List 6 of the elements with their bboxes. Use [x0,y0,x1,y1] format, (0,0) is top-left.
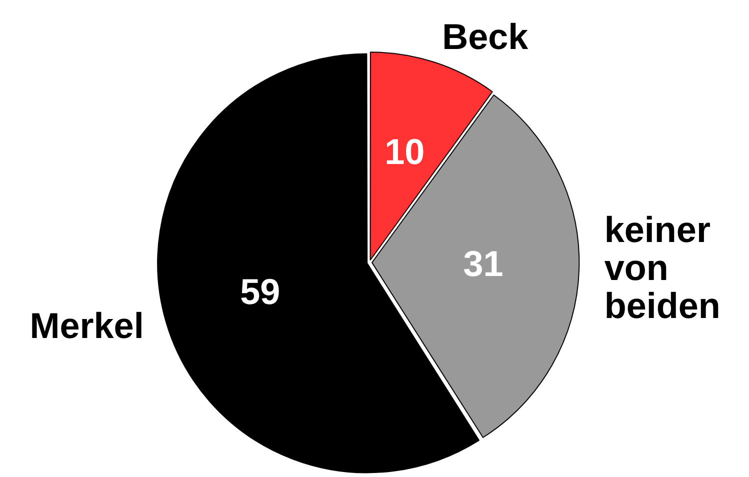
data-label: 59 [240,271,280,312]
data-label: 31 [463,243,504,284]
data-label: 10 [384,131,425,172]
slice-label: Merkel [30,304,144,346]
slice-label: keiner von beiden [604,208,720,326]
slice-label: Beck [442,16,530,57]
